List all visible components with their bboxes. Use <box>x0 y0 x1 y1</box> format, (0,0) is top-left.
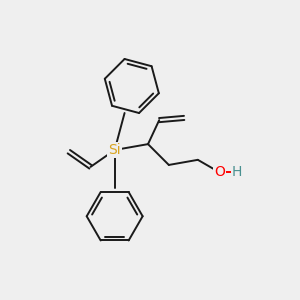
Text: H: H <box>232 165 242 179</box>
Text: Si: Si <box>108 143 121 157</box>
Text: O: O <box>214 165 225 179</box>
